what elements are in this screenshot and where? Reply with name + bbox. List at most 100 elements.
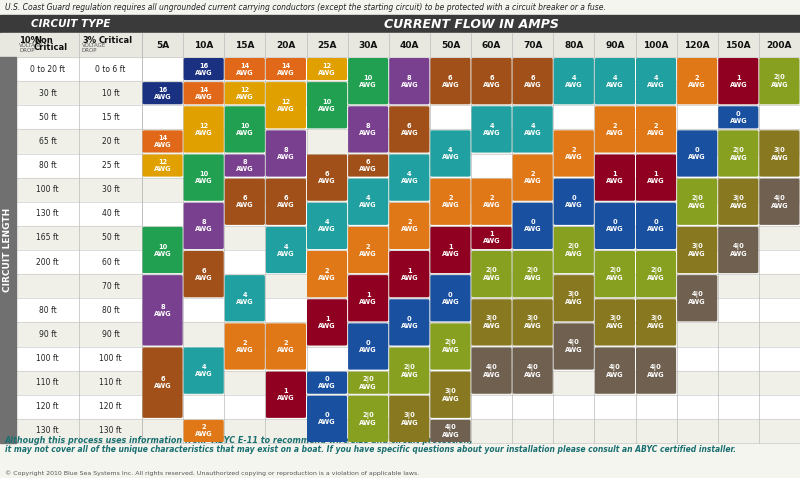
Text: 0
AWG: 0 AWG <box>359 340 377 353</box>
FancyBboxPatch shape <box>554 324 594 369</box>
Text: 4|0
AWG: 4|0 AWG <box>647 364 665 378</box>
Bar <box>16 347 800 370</box>
Text: 0 to 20 ft: 0 to 20 ft <box>30 65 65 74</box>
Text: 10 ft: 10 ft <box>102 89 119 98</box>
Text: 0
AWG: 0 AWG <box>647 219 665 232</box>
Bar <box>306 33 348 57</box>
Text: 10
AWG: 10 AWG <box>359 75 377 87</box>
Text: 6
AWG: 6 AWG <box>359 159 377 172</box>
Text: 2|0
AWG: 2|0 AWG <box>359 412 377 426</box>
FancyBboxPatch shape <box>142 348 182 418</box>
Text: 0
AWG: 0 AWG <box>730 111 747 124</box>
Text: 50 ft: 50 ft <box>38 113 57 122</box>
Bar <box>635 33 677 57</box>
Bar <box>0 15 142 33</box>
FancyBboxPatch shape <box>595 299 635 346</box>
Text: 2
AWG: 2 AWG <box>318 268 336 281</box>
FancyBboxPatch shape <box>390 154 430 201</box>
Text: 2
AWG: 2 AWG <box>195 424 213 437</box>
FancyBboxPatch shape <box>430 324 470 369</box>
Text: 12
AWG: 12 AWG <box>195 123 213 136</box>
Bar <box>348 33 389 57</box>
Text: 0
AWG: 0 AWG <box>524 219 542 232</box>
Text: 16
AWG: 16 AWG <box>195 63 213 76</box>
Text: 150A: 150A <box>726 41 751 50</box>
Text: 14
AWG: 14 AWG <box>195 87 213 100</box>
Bar <box>430 33 471 57</box>
Text: 3|0
AWG: 3|0 AWG <box>565 291 582 305</box>
Text: 4
AWG: 4 AWG <box>606 75 624 87</box>
FancyBboxPatch shape <box>307 154 347 201</box>
FancyBboxPatch shape <box>307 396 347 442</box>
FancyBboxPatch shape <box>718 130 758 177</box>
Text: 6
AWG: 6 AWG <box>154 376 171 389</box>
FancyBboxPatch shape <box>471 299 512 346</box>
Text: U.S. Coast Guard regulation requires all ungrounded current carrying conductors : U.S. Coast Guard regulation requires all… <box>5 3 606 12</box>
FancyBboxPatch shape <box>225 324 265 369</box>
Text: 14
AWG: 14 AWG <box>154 135 171 148</box>
Text: 10
AWG: 10 AWG <box>195 171 213 184</box>
FancyBboxPatch shape <box>348 179 388 225</box>
FancyBboxPatch shape <box>554 130 594 177</box>
Text: 6
AWG: 6 AWG <box>277 195 294 208</box>
Text: 0
AWG: 0 AWG <box>318 376 336 389</box>
Text: 4
AWG: 4 AWG <box>236 292 254 305</box>
Text: 4
AWG: 4 AWG <box>482 123 500 136</box>
Text: 4
AWG: 4 AWG <box>195 364 213 377</box>
Text: 50A: 50A <box>441 41 460 50</box>
Text: 0 to 6 ft: 0 to 6 ft <box>95 65 126 74</box>
FancyBboxPatch shape <box>677 130 718 177</box>
Text: 3|0
AWG: 3|0 AWG <box>442 388 459 402</box>
FancyBboxPatch shape <box>430 58 470 104</box>
Text: 2|0
AWG: 2|0 AWG <box>688 195 706 209</box>
Text: CURRENT FLOW IN AMPS: CURRENT FLOW IN AMPS <box>383 18 558 31</box>
FancyBboxPatch shape <box>225 106 265 152</box>
FancyBboxPatch shape <box>307 203 347 249</box>
Text: DROP: DROP <box>82 48 98 53</box>
Text: 40 ft: 40 ft <box>102 209 119 218</box>
FancyBboxPatch shape <box>348 324 388 369</box>
Text: 65 ft: 65 ft <box>38 137 57 146</box>
FancyBboxPatch shape <box>595 58 635 104</box>
Bar <box>16 105 800 130</box>
Bar <box>16 274 800 298</box>
Bar <box>224 33 266 57</box>
Text: CIRCUIT TYPE: CIRCUIT TYPE <box>31 19 110 29</box>
FancyBboxPatch shape <box>718 106 758 129</box>
Text: 6
AWG: 6 AWG <box>318 171 336 184</box>
Text: 10%: 10% <box>19 36 39 45</box>
FancyBboxPatch shape <box>595 348 635 394</box>
FancyBboxPatch shape <box>513 106 553 152</box>
FancyBboxPatch shape <box>266 324 306 369</box>
Text: 2|0
AWG: 2|0 AWG <box>647 267 665 281</box>
FancyBboxPatch shape <box>430 371 470 418</box>
FancyBboxPatch shape <box>595 106 635 152</box>
Bar <box>183 33 224 57</box>
Text: 110 ft: 110 ft <box>36 378 58 387</box>
Text: 10A: 10A <box>194 41 214 50</box>
Text: 3|0
AWG: 3|0 AWG <box>770 146 788 161</box>
Text: 0
AWG: 0 AWG <box>688 147 706 160</box>
Text: 2|0
AWG: 2|0 AWG <box>482 267 500 281</box>
FancyBboxPatch shape <box>636 348 676 394</box>
Text: 2|0
AWG: 2|0 AWG <box>606 267 624 281</box>
Text: 2
AWG: 2 AWG <box>565 147 582 160</box>
FancyBboxPatch shape <box>430 420 470 442</box>
Text: 100A: 100A <box>643 41 669 50</box>
FancyBboxPatch shape <box>636 154 676 201</box>
FancyBboxPatch shape <box>348 275 388 321</box>
FancyBboxPatch shape <box>348 371 388 394</box>
Text: 8
AWG: 8 AWG <box>236 159 254 172</box>
Text: 0
AWG: 0 AWG <box>565 195 582 208</box>
Bar <box>16 298 800 322</box>
Text: 6
AWG: 6 AWG <box>442 75 459 87</box>
Bar <box>142 33 183 57</box>
Text: 3|0
AWG: 3|0 AWG <box>524 315 542 329</box>
Text: 15 ft: 15 ft <box>102 113 119 122</box>
Text: 8
AWG: 8 AWG <box>359 123 377 136</box>
Text: 200A: 200A <box>766 41 792 50</box>
FancyBboxPatch shape <box>307 371 347 394</box>
Bar <box>677 33 718 57</box>
FancyBboxPatch shape <box>390 58 430 104</box>
FancyBboxPatch shape <box>307 58 347 80</box>
